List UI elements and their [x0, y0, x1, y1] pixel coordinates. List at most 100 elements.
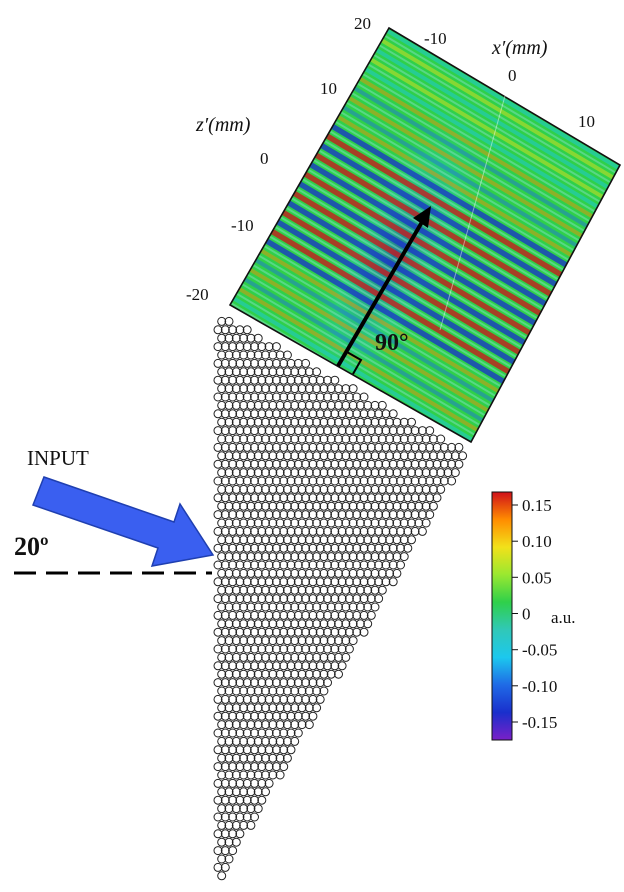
- lattice-rod: [235, 459, 245, 469]
- lattice-rod: [301, 678, 311, 688]
- lattice-rod: [315, 627, 325, 637]
- lattice-rod: [344, 392, 354, 402]
- lattice-rod: [425, 442, 435, 452]
- lattice-rod: [363, 619, 373, 629]
- lattice-rod: [261, 585, 270, 595]
- lattice-rod: [301, 459, 311, 469]
- lattice-rod: [290, 384, 300, 394]
- lattice-rod: [250, 778, 259, 788]
- lattice-rod: [217, 434, 227, 444]
- lattice-rod: [217, 753, 227, 763]
- lattice-rod: [271, 644, 281, 654]
- lattice-rod: [301, 426, 311, 436]
- lattice-rod: [326, 468, 336, 478]
- lattice-rod: [344, 560, 354, 570]
- lattice-rod: [275, 417, 285, 427]
- lattice-rod: [315, 526, 325, 536]
- lattice-rod: [377, 434, 387, 444]
- lattice-rod: [377, 468, 387, 478]
- lattice-rod: [275, 434, 285, 444]
- lattice-rod: [308, 459, 318, 469]
- input-indicator: INPUT 20º: [14, 446, 215, 575]
- lattice-rod: [271, 543, 281, 553]
- lattice-rod: [286, 409, 296, 419]
- lattice-rod: [235, 778, 245, 788]
- lattice-rod: [268, 720, 278, 730]
- lattice-rod: [220, 694, 230, 704]
- lattice-rod: [231, 703, 241, 713]
- lattice-rod: [286, 493, 296, 503]
- lattice-rod: [432, 459, 442, 469]
- x-tick-label: 0: [508, 66, 517, 85]
- lattice-rod: [271, 426, 281, 436]
- lattice-rod: [344, 627, 354, 637]
- lattice-rod: [271, 577, 281, 587]
- lattice-rod: [308, 661, 318, 671]
- lattice-rod: [315, 510, 325, 520]
- lattice-rod: [301, 442, 311, 452]
- lattice-rod: [341, 619, 351, 629]
- lattice-rod: [271, 694, 281, 704]
- lattice-rod: [293, 560, 303, 570]
- lattice-rod: [330, 409, 340, 419]
- lattice-rod: [220, 644, 230, 654]
- lattice-rod: [363, 535, 373, 545]
- lattice-rod: [250, 510, 259, 520]
- lattice-rod: [253, 703, 263, 713]
- lattice-rod: [323, 594, 332, 604]
- lattice-rod: [268, 417, 278, 427]
- lattice-rod: [337, 476, 347, 486]
- lattice-rod: [224, 316, 234, 326]
- lattice-rod: [312, 518, 322, 528]
- lattice-rod: [213, 342, 223, 352]
- lattice-rod: [235, 342, 245, 352]
- lattice-rod: [334, 400, 343, 410]
- lattice-rod: [264, 342, 274, 352]
- lattice-rod: [341, 636, 351, 646]
- lattice-rod: [217, 417, 227, 427]
- lattice-rod: [363, 602, 373, 612]
- lattice-rod: [235, 644, 245, 654]
- lattice-rod: [217, 316, 227, 326]
- lattice-rod: [425, 510, 435, 520]
- lattice-rod: [217, 636, 227, 646]
- lattice-rod: [228, 409, 238, 419]
- lattice-rod: [417, 426, 427, 436]
- lattice-rod: [370, 451, 380, 461]
- lattice-rod: [366, 426, 376, 436]
- lattice-rod: [410, 459, 420, 469]
- lattice-rod: [224, 417, 234, 427]
- lattice-rod: [264, 493, 274, 503]
- lattice-rod: [228, 829, 238, 839]
- lattice-rod: [396, 560, 405, 570]
- lattice-rod: [279, 560, 289, 570]
- lattice-rod: [282, 484, 292, 494]
- lattice-rod: [242, 325, 252, 335]
- lattice-rod: [290, 501, 300, 511]
- lattice-rod: [352, 526, 362, 536]
- lattice-rod: [246, 669, 256, 679]
- lattice-rod: [253, 787, 263, 797]
- lattice-rod: [264, 594, 274, 604]
- lattice-rod: [290, 434, 300, 444]
- lattice-rod: [297, 400, 307, 410]
- lattice-rod: [304, 518, 314, 528]
- lattice-rod: [246, 636, 256, 646]
- lattice-rod: [275, 535, 285, 545]
- lattice-rod: [253, 501, 263, 511]
- lattice-rod: [352, 493, 362, 503]
- lattice-rod: [224, 484, 234, 494]
- lattice-rod: [315, 426, 325, 436]
- lattice-rod: [231, 753, 241, 763]
- lattice-rod: [414, 451, 424, 461]
- lattice-rod: [282, 703, 292, 713]
- lattice-rod: [341, 552, 351, 562]
- lattice-rod: [286, 560, 296, 570]
- colorbar-tick-label: 0.15: [522, 496, 552, 515]
- lattice-rod: [428, 501, 438, 511]
- lattice-rod: [290, 602, 300, 612]
- lattice-rod: [282, 619, 292, 629]
- lattice-rod: [396, 442, 405, 452]
- lattice-rod: [246, 820, 256, 830]
- lattice-rod: [220, 358, 230, 368]
